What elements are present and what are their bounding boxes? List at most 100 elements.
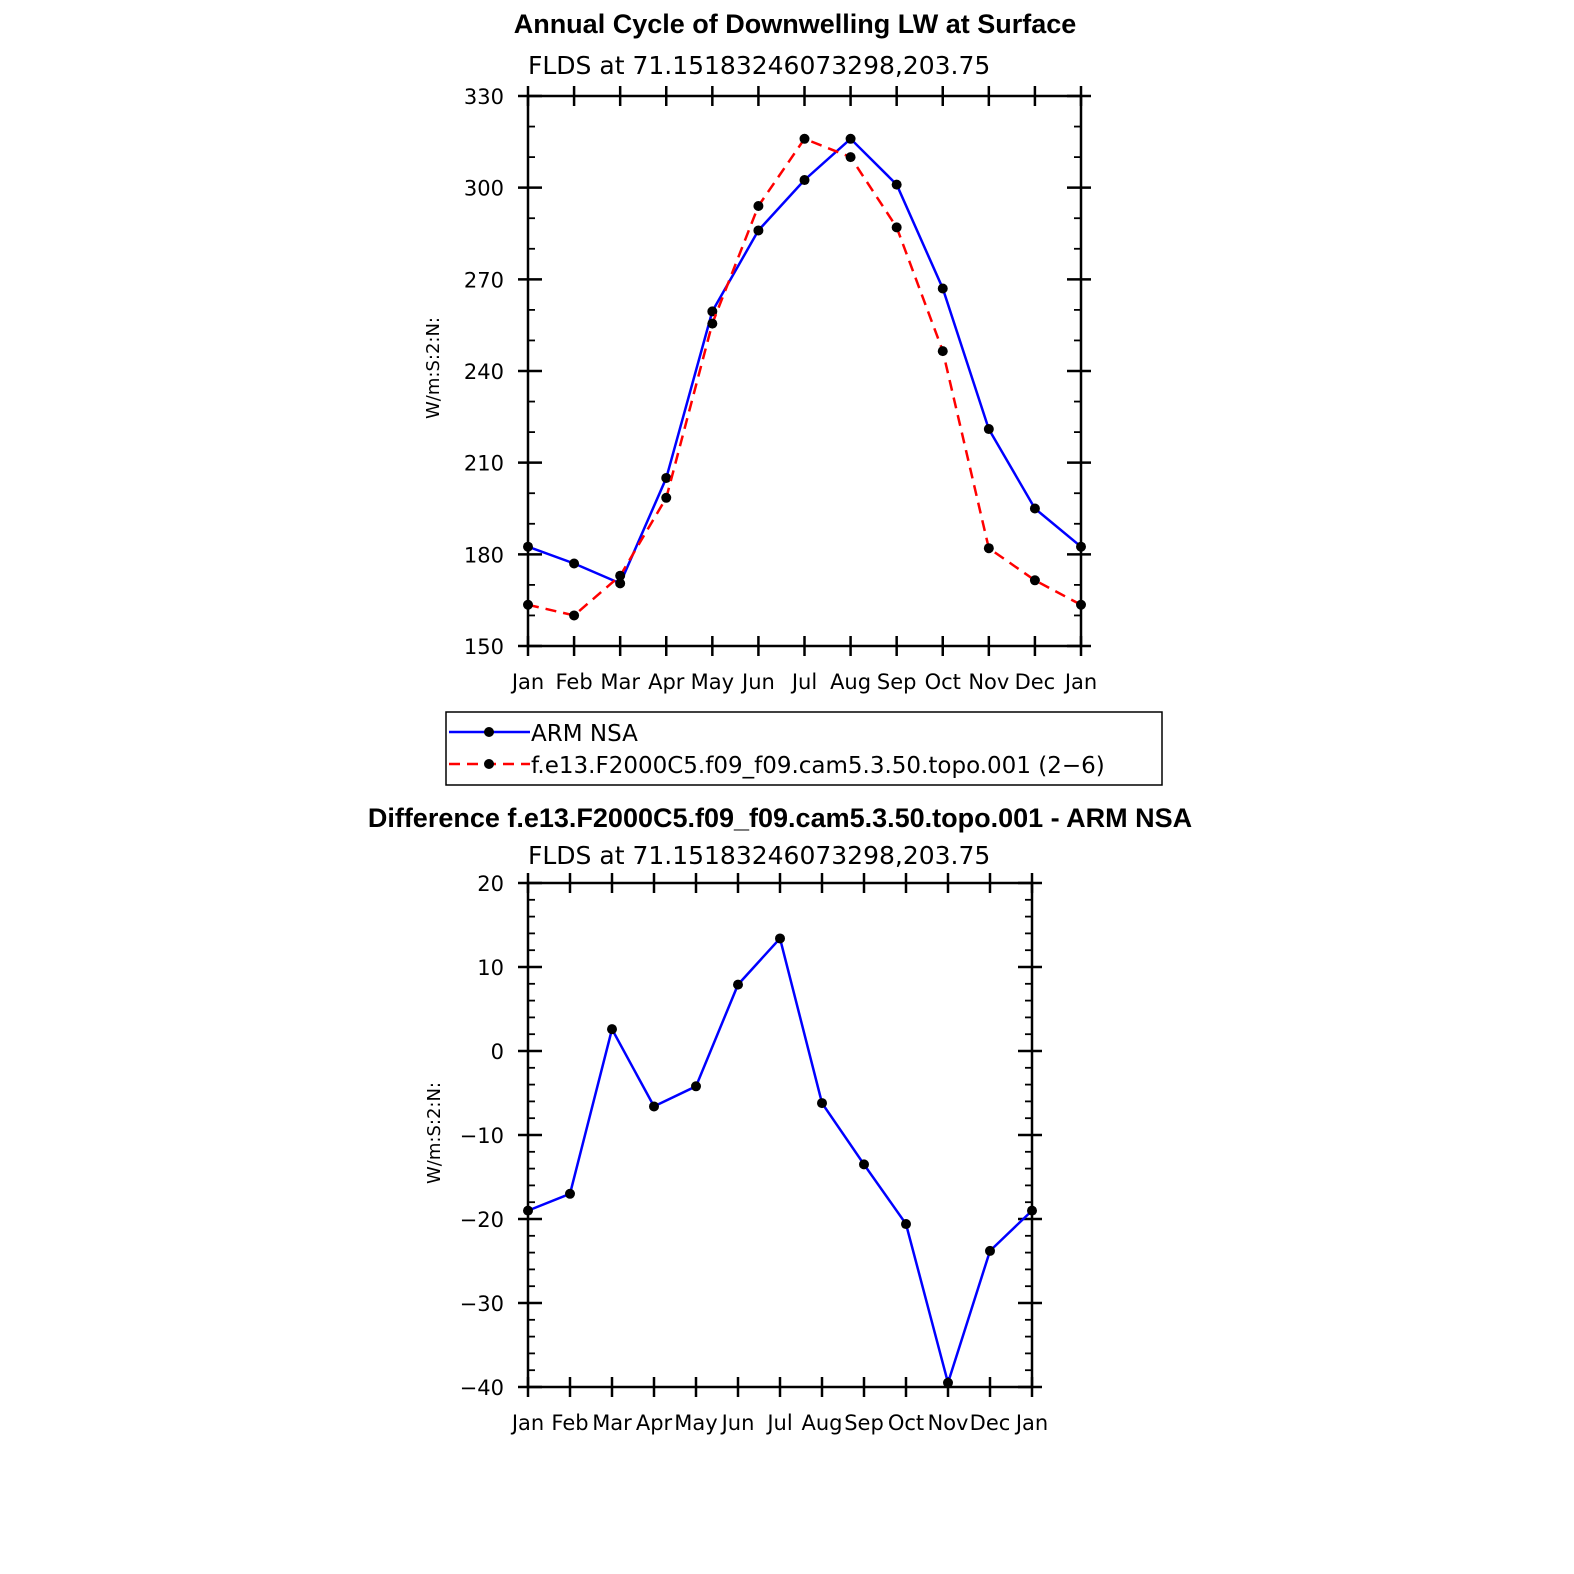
x-tick-label: Dec	[1015, 670, 1056, 694]
series-0-point	[985, 1245, 995, 1256]
legend-marker-arm-nsa	[484, 727, 494, 737]
legend-label-model: f.e13.F2000C5.f09_f09.cam5.3.50.topo.001…	[531, 753, 1105, 779]
y-tick-label: −40	[460, 1376, 504, 1400]
series-1-point	[661, 492, 672, 503]
x-tick-label: Oct	[925, 670, 961, 694]
series-0-point	[615, 578, 626, 589]
x-tick-label: Apr	[648, 670, 685, 694]
x-tick-label: Mar	[600, 670, 640, 694]
series-1-point	[799, 133, 810, 144]
series-0-point	[817, 1098, 827, 1109]
series-0-point	[661, 472, 672, 483]
series-0-point	[775, 933, 785, 944]
y-tick-label: 150	[464, 635, 504, 659]
chart-1: Annual Cycle of Downwelling LW at Surfac…	[423, 9, 1097, 694]
chart-1-series	[523, 133, 1086, 621]
chart-1-y-tick-labels: 150 180 210 240 270 300 330	[464, 85, 504, 659]
series-1-point	[1029, 575, 1040, 586]
series-0-point	[891, 179, 902, 190]
y-tick-label: −30	[460, 1292, 504, 1316]
series-1-point	[707, 318, 718, 329]
chart-2-y-tick-labels: −40 −30 −20 −10 0 10 20	[460, 872, 504, 1400]
x-tick-label: Sep	[844, 1411, 884, 1435]
x-tick-label: Feb	[555, 670, 592, 694]
series-0-point	[691, 1081, 701, 1092]
chart-2-y-axis-label: W/m:S:2:N:	[424, 1082, 445, 1184]
chart-2-series	[523, 933, 1037, 1388]
x-tick-label: Jan	[510, 670, 544, 694]
series-0-point	[1027, 1205, 1037, 1216]
x-tick-label: May	[674, 1411, 717, 1435]
chart-2-title: Difference f.e13.F2000C5.f09_f09.cam5.3.…	[368, 803, 1192, 833]
y-tick-label: 20	[477, 872, 504, 896]
y-tick-label: 240	[464, 360, 504, 384]
x-tick-label: Jan	[1014, 1411, 1048, 1435]
series-1-point	[523, 599, 533, 610]
chart-1-subtitle: FLDS at 71.15183246073298,203.75	[528, 51, 990, 80]
y-tick-label: 0	[491, 1040, 504, 1064]
y-tick-label: 10	[477, 956, 504, 980]
x-tick-label: Aug	[830, 670, 871, 694]
x-tick-label: Aug	[801, 1411, 842, 1435]
chart-2-axis-ticks	[518, 873, 1042, 1397]
x-tick-label: Oct	[888, 1411, 924, 1435]
series-0-point	[565, 1188, 575, 1199]
chart-1-axis-ticks	[518, 86, 1091, 656]
x-tick-label: Nov	[928, 1411, 969, 1435]
series-0-point	[523, 541, 533, 552]
chart-2: Difference f.e13.F2000C5.f09_f09.cam5.3.…	[368, 803, 1192, 1435]
y-tick-label: 210	[464, 452, 504, 476]
series-1-point	[1076, 599, 1086, 610]
series-line-0	[527, 935, 1033, 1388]
chart-2-subtitle: FLDS at 71.15183246073298,203.75	[528, 841, 990, 870]
y-tick-label: −10	[460, 1124, 504, 1148]
series-1-point	[891, 222, 902, 233]
series-0-point	[943, 1377, 953, 1388]
series-0-point	[569, 558, 580, 569]
legend-marker-model	[484, 759, 494, 769]
x-tick-label: Jan	[1063, 670, 1097, 694]
x-tick-label: Jun	[740, 670, 775, 694]
series-line-0	[527, 137, 1082, 586]
y-tick-label: 330	[464, 85, 504, 109]
y-tick-label: −20	[460, 1208, 504, 1232]
series-0-point	[983, 424, 994, 435]
legend-label-arm-nsa: ARM NSA	[531, 721, 638, 747]
x-tick-label: Sep	[877, 670, 917, 694]
x-tick-label: Dec	[970, 1411, 1011, 1435]
x-tick-label: Jan	[510, 1411, 544, 1435]
x-tick-label: May	[691, 670, 734, 694]
chart-1-legend: ARM NSA f.e13.F2000C5.f09_f09.cam5.3.50.…	[445, 711, 1163, 786]
series-0-point	[733, 979, 743, 990]
series-0-point	[937, 283, 948, 294]
series-1-point	[569, 610, 580, 621]
y-tick-label: 300	[464, 177, 504, 201]
series-line-1	[527, 137, 1082, 617]
series-0-point	[753, 225, 764, 236]
legend-box	[445, 711, 1163, 786]
series-0-point	[799, 175, 810, 186]
x-tick-label: Mar	[592, 1411, 632, 1435]
series-1-point	[937, 346, 948, 357]
series-1-point	[845, 152, 856, 163]
series-1-point	[615, 570, 626, 581]
x-tick-label: Feb	[551, 1411, 588, 1435]
chart-2-x-tick-labels: Jan Feb Mar Apr May Jun Jul Aug Sep Oct Nov Dec Jan	[510, 1411, 1048, 1435]
series-0-point	[1076, 541, 1086, 552]
y-tick-label: 180	[464, 543, 504, 567]
series-0-point	[1029, 503, 1040, 514]
series-0-point	[607, 1024, 617, 1035]
series-0-point	[845, 133, 856, 144]
series-0-point	[901, 1219, 911, 1230]
series-1-point	[753, 201, 764, 211]
y-tick-label: 270	[464, 268, 504, 292]
series-0-point	[523, 1205, 533, 1216]
chart-1-y-axis-label: W/m:S:2:N:	[423, 317, 444, 419]
chart-1-title: Annual Cycle of Downwelling LW at Surfac…	[514, 9, 1077, 39]
series-0-point	[859, 1159, 869, 1170]
series-1-point	[983, 543, 994, 554]
x-tick-label: Jun	[720, 1411, 755, 1435]
chart-1-x-tick-labels: Jan Feb Mar Apr May Jun Jul Aug Sep Oct Nov Dec Jan	[510, 670, 1097, 694]
x-tick-label: Jul	[790, 670, 817, 694]
